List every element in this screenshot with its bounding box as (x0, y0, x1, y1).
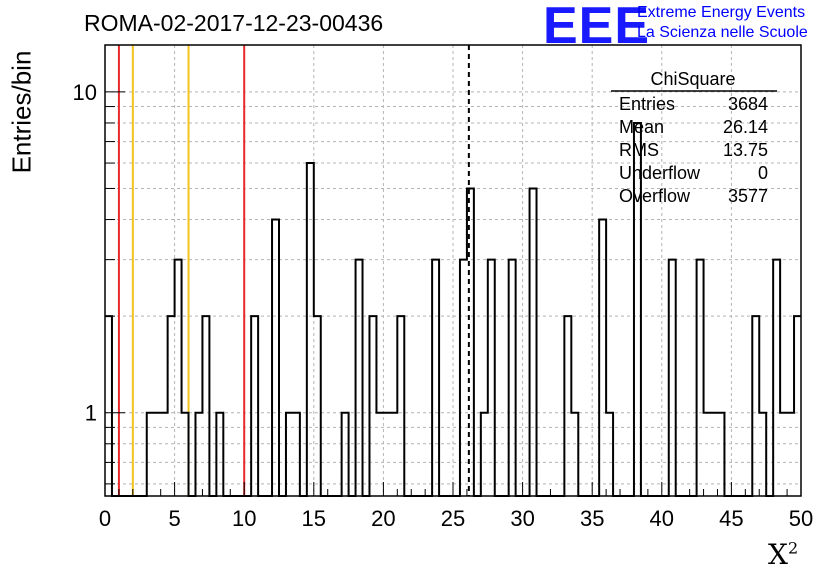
logo-line-1: Extreme Energy Events (637, 4, 806, 21)
stats-value: 0 (758, 163, 768, 183)
stats-label: Entries (619, 94, 675, 114)
stats-value: 3684 (728, 94, 768, 114)
y-axis-label: Entries/bin (6, 50, 37, 174)
run-title: ROMA-02-2017-12-23-00436 (84, 10, 384, 36)
x-tick-label: 0 (99, 506, 111, 531)
x-tick-label: 35 (580, 506, 604, 531)
x-tick-label: 40 (650, 506, 674, 531)
x-axis-label: X2 (768, 538, 799, 571)
axis-ticks: 0 5 10 15 20 25 30 35 40 45 50 1 10 (73, 80, 814, 531)
stats-label: Underflow (619, 163, 701, 183)
y-tick-label: 10 (73, 80, 97, 105)
stats-label: RMS (619, 140, 659, 160)
logo-line-2: La Scienza nelle Scuole (637, 24, 808, 41)
eee-logo: EEE (543, 0, 651, 55)
stats-label: Mean (619, 117, 664, 137)
x-tick-label: 50 (789, 506, 813, 531)
x-tick-label: 15 (302, 506, 326, 531)
stats-value: 26.14 (723, 117, 768, 137)
y-tick-label: 1 (85, 401, 97, 426)
stats-label: Overflow (619, 186, 691, 206)
x-tick-label: 45 (719, 506, 743, 531)
x-tick-label: 30 (510, 506, 534, 531)
x-tick-label: 20 (371, 506, 395, 531)
stats-value: 3577 (728, 186, 768, 206)
grid-lines (105, 45, 801, 496)
x-tick-label: 5 (168, 506, 180, 531)
stats-box: ChiSquare Entries 3684 Mean 26.14 RMS 13.75 Und… (611, 69, 777, 206)
x-tick-label: 25 (441, 506, 465, 531)
threshold-lines (117, 45, 470, 496)
stats-value: 13.75 (723, 140, 768, 160)
x-tick-label: 10 (232, 506, 256, 531)
stats-title: ChiSquare (650, 69, 735, 89)
